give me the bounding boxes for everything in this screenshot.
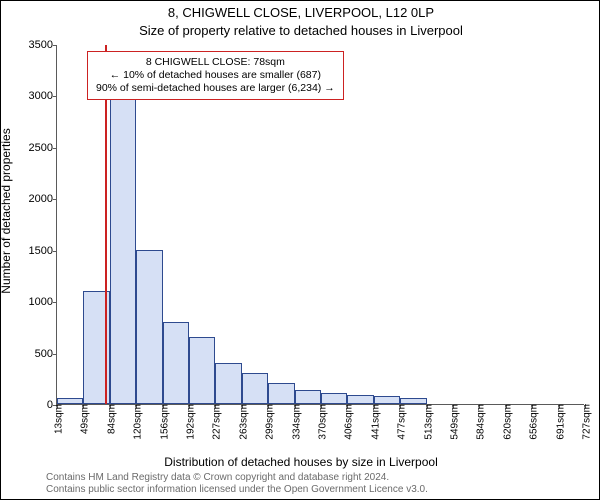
x-tick-label: 334sqm xyxy=(287,404,302,440)
x-tick-label: 120sqm xyxy=(129,404,144,440)
x-tick-label: 370sqm xyxy=(314,404,329,440)
y-tick-mark xyxy=(53,302,57,303)
callout-box: 8 CHIGWELL CLOSE: 78sqm ← 10% of detache… xyxy=(87,51,344,100)
x-tick-label: 406sqm xyxy=(340,404,355,440)
histogram-bar xyxy=(347,395,373,404)
x-tick-label: 549sqm xyxy=(446,404,461,440)
histogram-bar xyxy=(268,383,294,404)
y-tick-mark xyxy=(53,199,57,200)
callout-line-3: 90% of semi-detached houses are larger (… xyxy=(96,82,335,95)
x-tick-label: 49sqm xyxy=(76,404,91,434)
y-tick-label: 1500 xyxy=(23,245,57,257)
histogram-bar xyxy=(295,390,321,404)
y-tick-label: 3000 xyxy=(23,90,57,102)
x-tick-label: 584sqm xyxy=(472,404,487,440)
chart-container: 8, CHIGWELL CLOSE, LIVERPOOL, L12 0LP Si… xyxy=(0,0,600,500)
x-tick-label: 691sqm xyxy=(551,404,566,440)
x-tick-label: 227sqm xyxy=(208,404,223,440)
credits-line-2: Contains public sector information licen… xyxy=(46,484,428,496)
callout-line-2: ← 10% of detached houses are smaller (68… xyxy=(96,69,335,82)
y-tick-mark xyxy=(53,96,57,97)
histogram-bar xyxy=(242,373,268,404)
callout-line-1: 8 CHIGWELL CLOSE: 78sqm xyxy=(96,56,335,69)
credits: Contains HM Land Registry data © Crown c… xyxy=(46,472,428,496)
y-tick-label: 3500 xyxy=(23,39,57,51)
histogram-bar xyxy=(189,337,215,404)
x-tick-label: 620sqm xyxy=(498,404,513,440)
title-subtitle: Size of property relative to detached ho… xyxy=(1,23,600,38)
y-tick-mark xyxy=(53,148,57,149)
y-tick-label: 1000 xyxy=(23,296,57,308)
y-tick-mark xyxy=(53,251,57,252)
y-tick-mark xyxy=(53,45,57,46)
histogram-bar xyxy=(374,396,400,404)
title-address: 8, CHIGWELL CLOSE, LIVERPOOL, L12 0LP xyxy=(1,5,600,20)
x-tick-label: 299sqm xyxy=(261,404,276,440)
x-tick-label: 441sqm xyxy=(366,404,381,440)
x-axis-label: Distribution of detached houses by size … xyxy=(1,455,600,469)
x-tick-label: 727sqm xyxy=(578,404,593,440)
x-tick-label: 263sqm xyxy=(234,404,249,440)
y-tick-label: 2000 xyxy=(23,193,57,205)
credits-line-1: Contains HM Land Registry data © Crown c… xyxy=(46,472,428,484)
y-axis-label: Number of detached properties xyxy=(0,46,13,211)
histogram-bar xyxy=(110,75,136,404)
histogram-bar xyxy=(136,250,162,404)
histogram-bar xyxy=(215,363,241,404)
histogram-bar xyxy=(163,322,189,404)
y-tick-label: 500 xyxy=(23,348,57,360)
x-tick-label: 513sqm xyxy=(419,404,434,440)
x-tick-label: 156sqm xyxy=(155,404,170,440)
y-tick-label: 2500 xyxy=(23,142,57,154)
x-tick-label: 84sqm xyxy=(102,404,117,434)
x-tick-label: 656sqm xyxy=(525,404,540,440)
y-tick-mark xyxy=(53,354,57,355)
plot-area: 8 CHIGWELL CLOSE: 78sqm ← 10% of detache… xyxy=(56,45,584,405)
x-tick-label: 192sqm xyxy=(182,404,197,440)
histogram-bar xyxy=(321,393,347,404)
x-tick-label: 13sqm xyxy=(50,404,65,434)
x-tick-label: 477sqm xyxy=(393,404,408,440)
